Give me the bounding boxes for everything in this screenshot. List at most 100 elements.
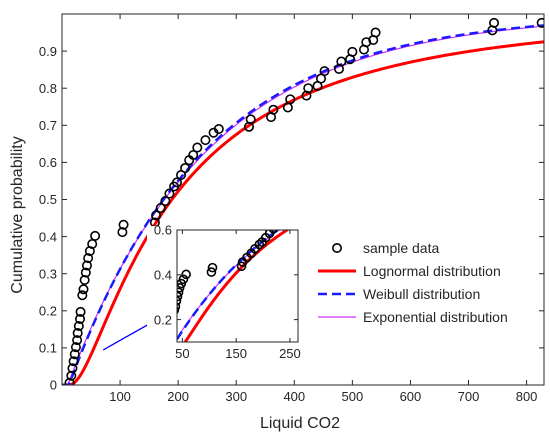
sample-point	[268, 230, 278, 234]
sample-point	[72, 335, 83, 346]
sample-point	[66, 370, 77, 381]
y-tick-label: 0	[50, 378, 57, 393]
sample-point	[347, 46, 358, 57]
axes-frame	[176, 229, 299, 343]
sample-point	[361, 37, 372, 48]
x-tick-label: 600	[400, 389, 422, 404]
y-tick-label: 0.2	[154, 312, 172, 327]
y-tick-label: 0.2	[39, 303, 57, 318]
lognormal-curve	[183, 230, 290, 342]
x-tick-label: 300	[225, 389, 247, 404]
y-tick-label: 0.7	[39, 118, 57, 133]
sample-point	[336, 56, 347, 67]
y-tick-label: 0.5	[39, 192, 57, 207]
x-tick-label: 50	[175, 346, 189, 361]
x-tick-label: 100	[109, 389, 131, 404]
y-tick-label: 0.4	[154, 267, 172, 282]
sample-point	[213, 124, 224, 135]
x-tick-label: 250	[279, 346, 301, 361]
sample-point	[292, 208, 300, 216]
weibull-curve	[177, 230, 280, 340]
x-axis-label: Liquid CO2	[260, 415, 340, 432]
sample-point	[69, 349, 80, 360]
main-plot-marks	[62, 17, 544, 385]
inset-background	[147, 226, 308, 368]
sample-point	[81, 260, 92, 271]
sample-point	[90, 230, 101, 241]
legend-item-sample: sample data	[331, 240, 439, 256]
sample-point	[206, 267, 217, 277]
sample-point	[370, 27, 381, 38]
y-tick-label: 0.6	[154, 223, 172, 238]
sample-point	[83, 253, 94, 264]
sample-point	[489, 17, 500, 28]
sample-point	[155, 203, 166, 214]
plot-area	[177, 206, 305, 342]
sample-point	[188, 149, 199, 160]
sample-point	[200, 135, 211, 146]
sample-point	[75, 313, 86, 324]
sample-point	[80, 267, 91, 278]
sample-point	[79, 275, 90, 286]
sample-point	[277, 217, 285, 225]
sample-point	[178, 274, 189, 285]
sample-point	[70, 342, 81, 353]
weibull-curve	[62, 24, 544, 385]
sample-point	[73, 321, 84, 332]
legend-item-lognormal: Lognormal distribution	[318, 263, 501, 279]
y-tick-label: 0.6	[39, 155, 57, 170]
sample-point	[536, 17, 544, 28]
y-tick-label: 0.1	[39, 341, 57, 356]
sample-point	[180, 162, 191, 173]
sample-point	[118, 219, 129, 230]
y-axis-label: Cumulative probability	[9, 136, 26, 293]
sample-point	[160, 195, 171, 206]
inset-plot: 50 150 250 0.2 0.4 0.6	[147, 206, 308, 368]
sample-point	[254, 239, 265, 250]
x-tick-label: 400	[283, 389, 305, 404]
sample-point	[177, 302, 181, 312]
sample-point	[171, 177, 182, 188]
plot-area	[62, 17, 544, 385]
sample-point	[285, 94, 296, 105]
legend-item-weibull: Weibull distribution	[318, 286, 480, 302]
sample-point	[67, 363, 78, 374]
y-axis-label-group: Cumulative probability	[9, 136, 26, 293]
legend-label: Exponential distribution	[363, 309, 508, 325]
sample-point	[72, 328, 83, 339]
sample-point	[177, 296, 182, 306]
sample-point	[151, 210, 162, 221]
sample-point	[64, 377, 75, 385]
sample-point	[303, 83, 314, 94]
sample-point	[77, 290, 88, 301]
sample-point	[177, 282, 185, 293]
x-tick-label: 150	[225, 346, 247, 361]
legend: sample data Lognormal distribution Weibull…	[318, 240, 508, 325]
sample-point	[181, 269, 191, 280]
x-tick-label: 500	[342, 389, 364, 404]
x-tick-label: 200	[167, 389, 189, 404]
legend-label: sample data	[363, 240, 439, 256]
sample-point	[177, 291, 183, 302]
legend-label: Lognormal distribution	[363, 263, 501, 279]
sample-point	[236, 261, 247, 272]
y-tick-label: 0.8	[39, 81, 57, 96]
sample-point	[68, 356, 79, 367]
main-axes: 100 200 300 400 500 600 700 800 0 0.1 0.2 0.3 0.4 0.5…	[39, 13, 545, 404]
sample-point	[207, 262, 218, 273]
legend-marker	[331, 243, 342, 254]
sample-point	[78, 284, 89, 295]
y-tick-label: 0.4	[39, 229, 57, 244]
sample-point	[245, 114, 256, 125]
legend-label: Weibull distribution	[363, 286, 480, 302]
sample-point	[319, 66, 330, 77]
sample-point	[75, 306, 86, 317]
sample-point	[192, 142, 203, 153]
y-tick-label: 0.3	[39, 266, 57, 281]
sample-point	[117, 227, 128, 238]
y-tick-label: 0.9	[39, 44, 57, 59]
legend-item-exponential: Exponential distribution	[318, 309, 508, 325]
sample-point	[164, 188, 175, 199]
sample-point	[297, 206, 305, 214]
